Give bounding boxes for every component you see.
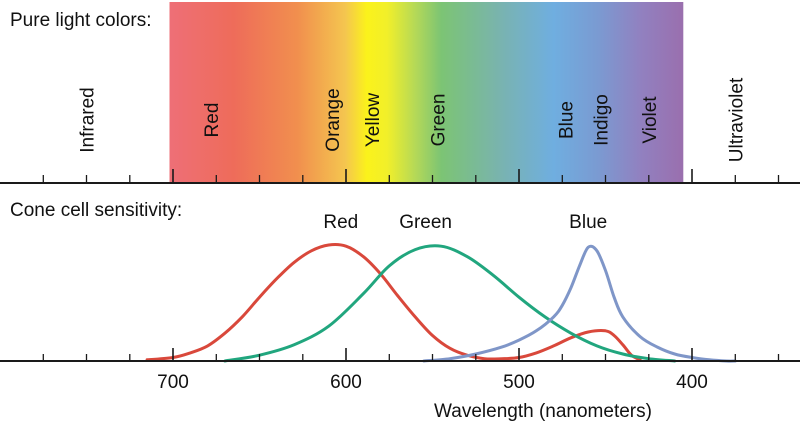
spectrum-labels: Infrared Ultraviolet Red Orange Yellow Green B… bbox=[78, 77, 748, 162]
spectrum-panel-ticks bbox=[42, 169, 780, 183]
wavelength-axis-ticks bbox=[42, 348, 780, 361]
green-cone-curve bbox=[223, 244, 677, 363]
spectrum-label-green: Green bbox=[429, 94, 450, 147]
red-cone-curve bbox=[145, 243, 642, 362]
tick-label-500: 500 bbox=[503, 372, 535, 393]
cone-sensitivity-curves bbox=[145, 243, 737, 363]
spectrum-label-indigo: Indigo bbox=[591, 94, 612, 146]
curve-label-red: Red bbox=[323, 212, 358, 233]
wavelength-axis-tick-labels: 700 600 500 400 bbox=[157, 372, 708, 393]
curve-label-green: Green bbox=[399, 212, 452, 233]
wavelength-axis-title: Wavelength (nanometers) bbox=[434, 401, 652, 422]
blue-cone-curve bbox=[422, 244, 737, 363]
sensitivity-panel: Cone cell sensitivity: Red Green Blue 700 6… bbox=[0, 200, 800, 393]
spectrum-label-orange: Orange bbox=[323, 88, 344, 151]
curve-label-blue: Blue bbox=[569, 212, 607, 233]
visible-spectrum-band bbox=[169, 2, 684, 183]
spectrum-panel: Pure light colors: Infrared Ultraviolet Re… bbox=[0, 2, 800, 184]
spectrum-label-ultraviolet: Ultraviolet bbox=[726, 77, 747, 162]
spectrum-panel-heading: Pure light colors: bbox=[10, 10, 152, 31]
spectrum-label-yellow: Yellow bbox=[363, 93, 384, 148]
tick-label-400: 400 bbox=[676, 372, 708, 393]
spectrum-label-violet: Violet bbox=[640, 96, 661, 144]
spectrum-label-infrared: Infrared bbox=[78, 87, 99, 152]
sensitivity-panel-heading: Cone cell sensitivity: bbox=[10, 200, 182, 221]
tick-label-700: 700 bbox=[157, 372, 189, 393]
spectrum-label-red: Red bbox=[202, 103, 223, 138]
cone-curve-labels: Red Green Blue bbox=[323, 212, 607, 233]
spectrum-label-blue: Blue bbox=[557, 101, 578, 139]
tick-label-600: 600 bbox=[330, 372, 362, 393]
